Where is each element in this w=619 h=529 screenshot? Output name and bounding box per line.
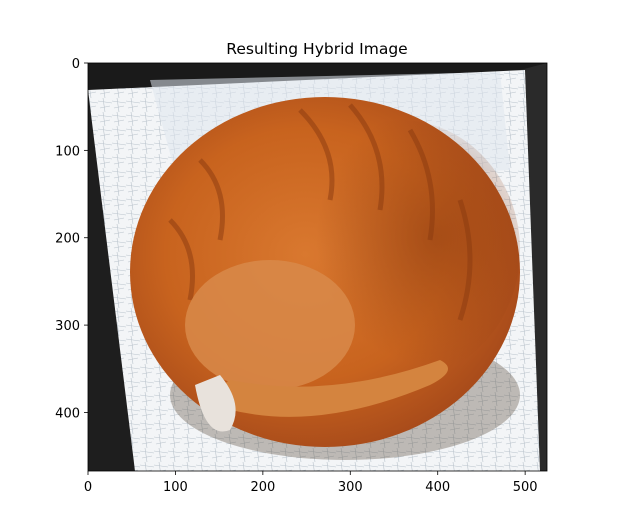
y-axis: 0 100 200 300 400 xyxy=(55,57,88,421)
y-tick-label: 300 xyxy=(55,319,80,334)
x-tick-label: 300 xyxy=(338,480,363,495)
x-tick-label: 0 xyxy=(84,480,92,495)
y-tick-label: 200 xyxy=(55,232,80,247)
cat-ear xyxy=(195,375,236,432)
y-tick-label: 0 xyxy=(72,57,80,72)
y-tick-label: 400 xyxy=(55,406,80,421)
hybrid-image xyxy=(88,63,547,471)
x-axis: 0 100 200 300 400 500 xyxy=(84,471,538,495)
x-tick-label: 200 xyxy=(250,480,275,495)
x-tick-label: 100 xyxy=(163,480,188,495)
y-tick-label: 100 xyxy=(55,144,80,159)
chart-title: Resulting Hybrid Image xyxy=(226,40,407,58)
cat-stripes xyxy=(168,103,473,321)
cat-tail xyxy=(200,360,448,417)
axes-frame xyxy=(87,62,548,472)
cat-head xyxy=(185,260,355,390)
x-tick-label: 400 xyxy=(425,480,450,495)
x-tick-label: 500 xyxy=(513,480,538,495)
